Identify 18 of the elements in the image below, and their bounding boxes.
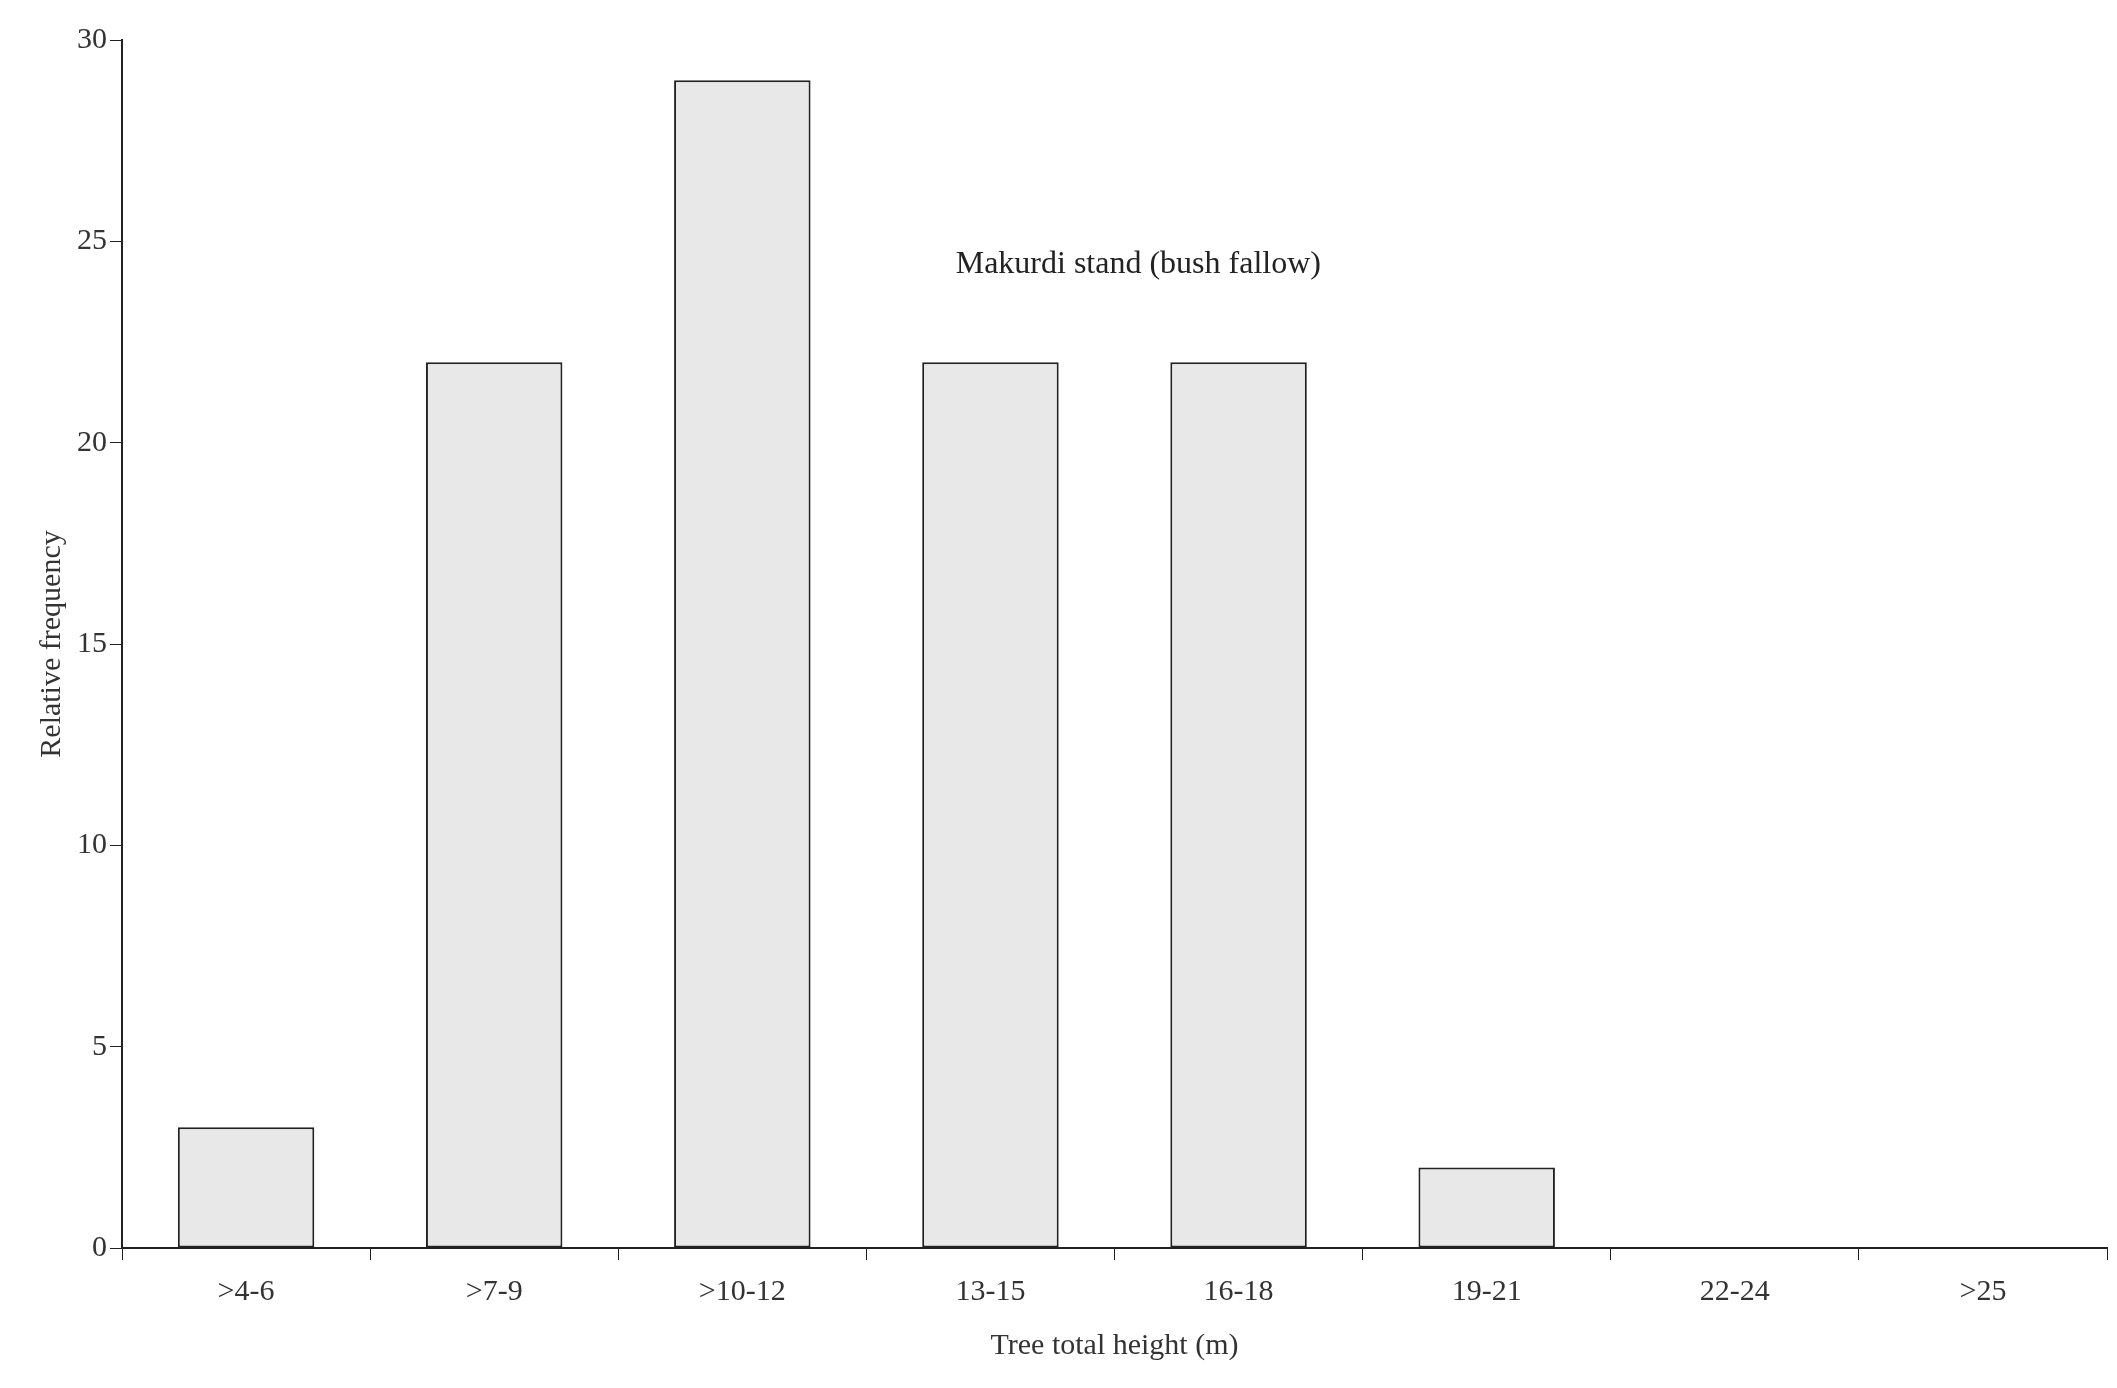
y-tick-label: 20 <box>77 423 107 457</box>
y-tick-label: 10 <box>77 826 107 860</box>
y-tick-label: 0 <box>92 1228 107 1262</box>
y-axis-title: Relative frequency <box>32 530 66 758</box>
x-tick-label: 19-21 <box>1451 1272 1522 1306</box>
y-tick-label: 30 <box>77 20 107 54</box>
x-axis-title: Tree total height (m) <box>990 1326 1239 1361</box>
x-tick-label: 22-24 <box>1699 1272 1770 1306</box>
y-tick-label: 15 <box>77 624 107 658</box>
x-tick-label: 13-15 <box>955 1272 1026 1306</box>
y-tick-label: 25 <box>77 222 107 256</box>
x-tick-label: >10-12 <box>698 1272 786 1306</box>
x-tick-label: >4-6 <box>217 1272 275 1306</box>
x-tick-label: >7-9 <box>465 1272 523 1306</box>
annotation: Makurdi stand (bush fallow) <box>955 244 1321 281</box>
x-tick-label: >25 <box>1959 1272 2007 1306</box>
x-tick-label: 16-18 <box>1203 1272 1274 1306</box>
y-tick-label: 5 <box>92 1027 107 1061</box>
